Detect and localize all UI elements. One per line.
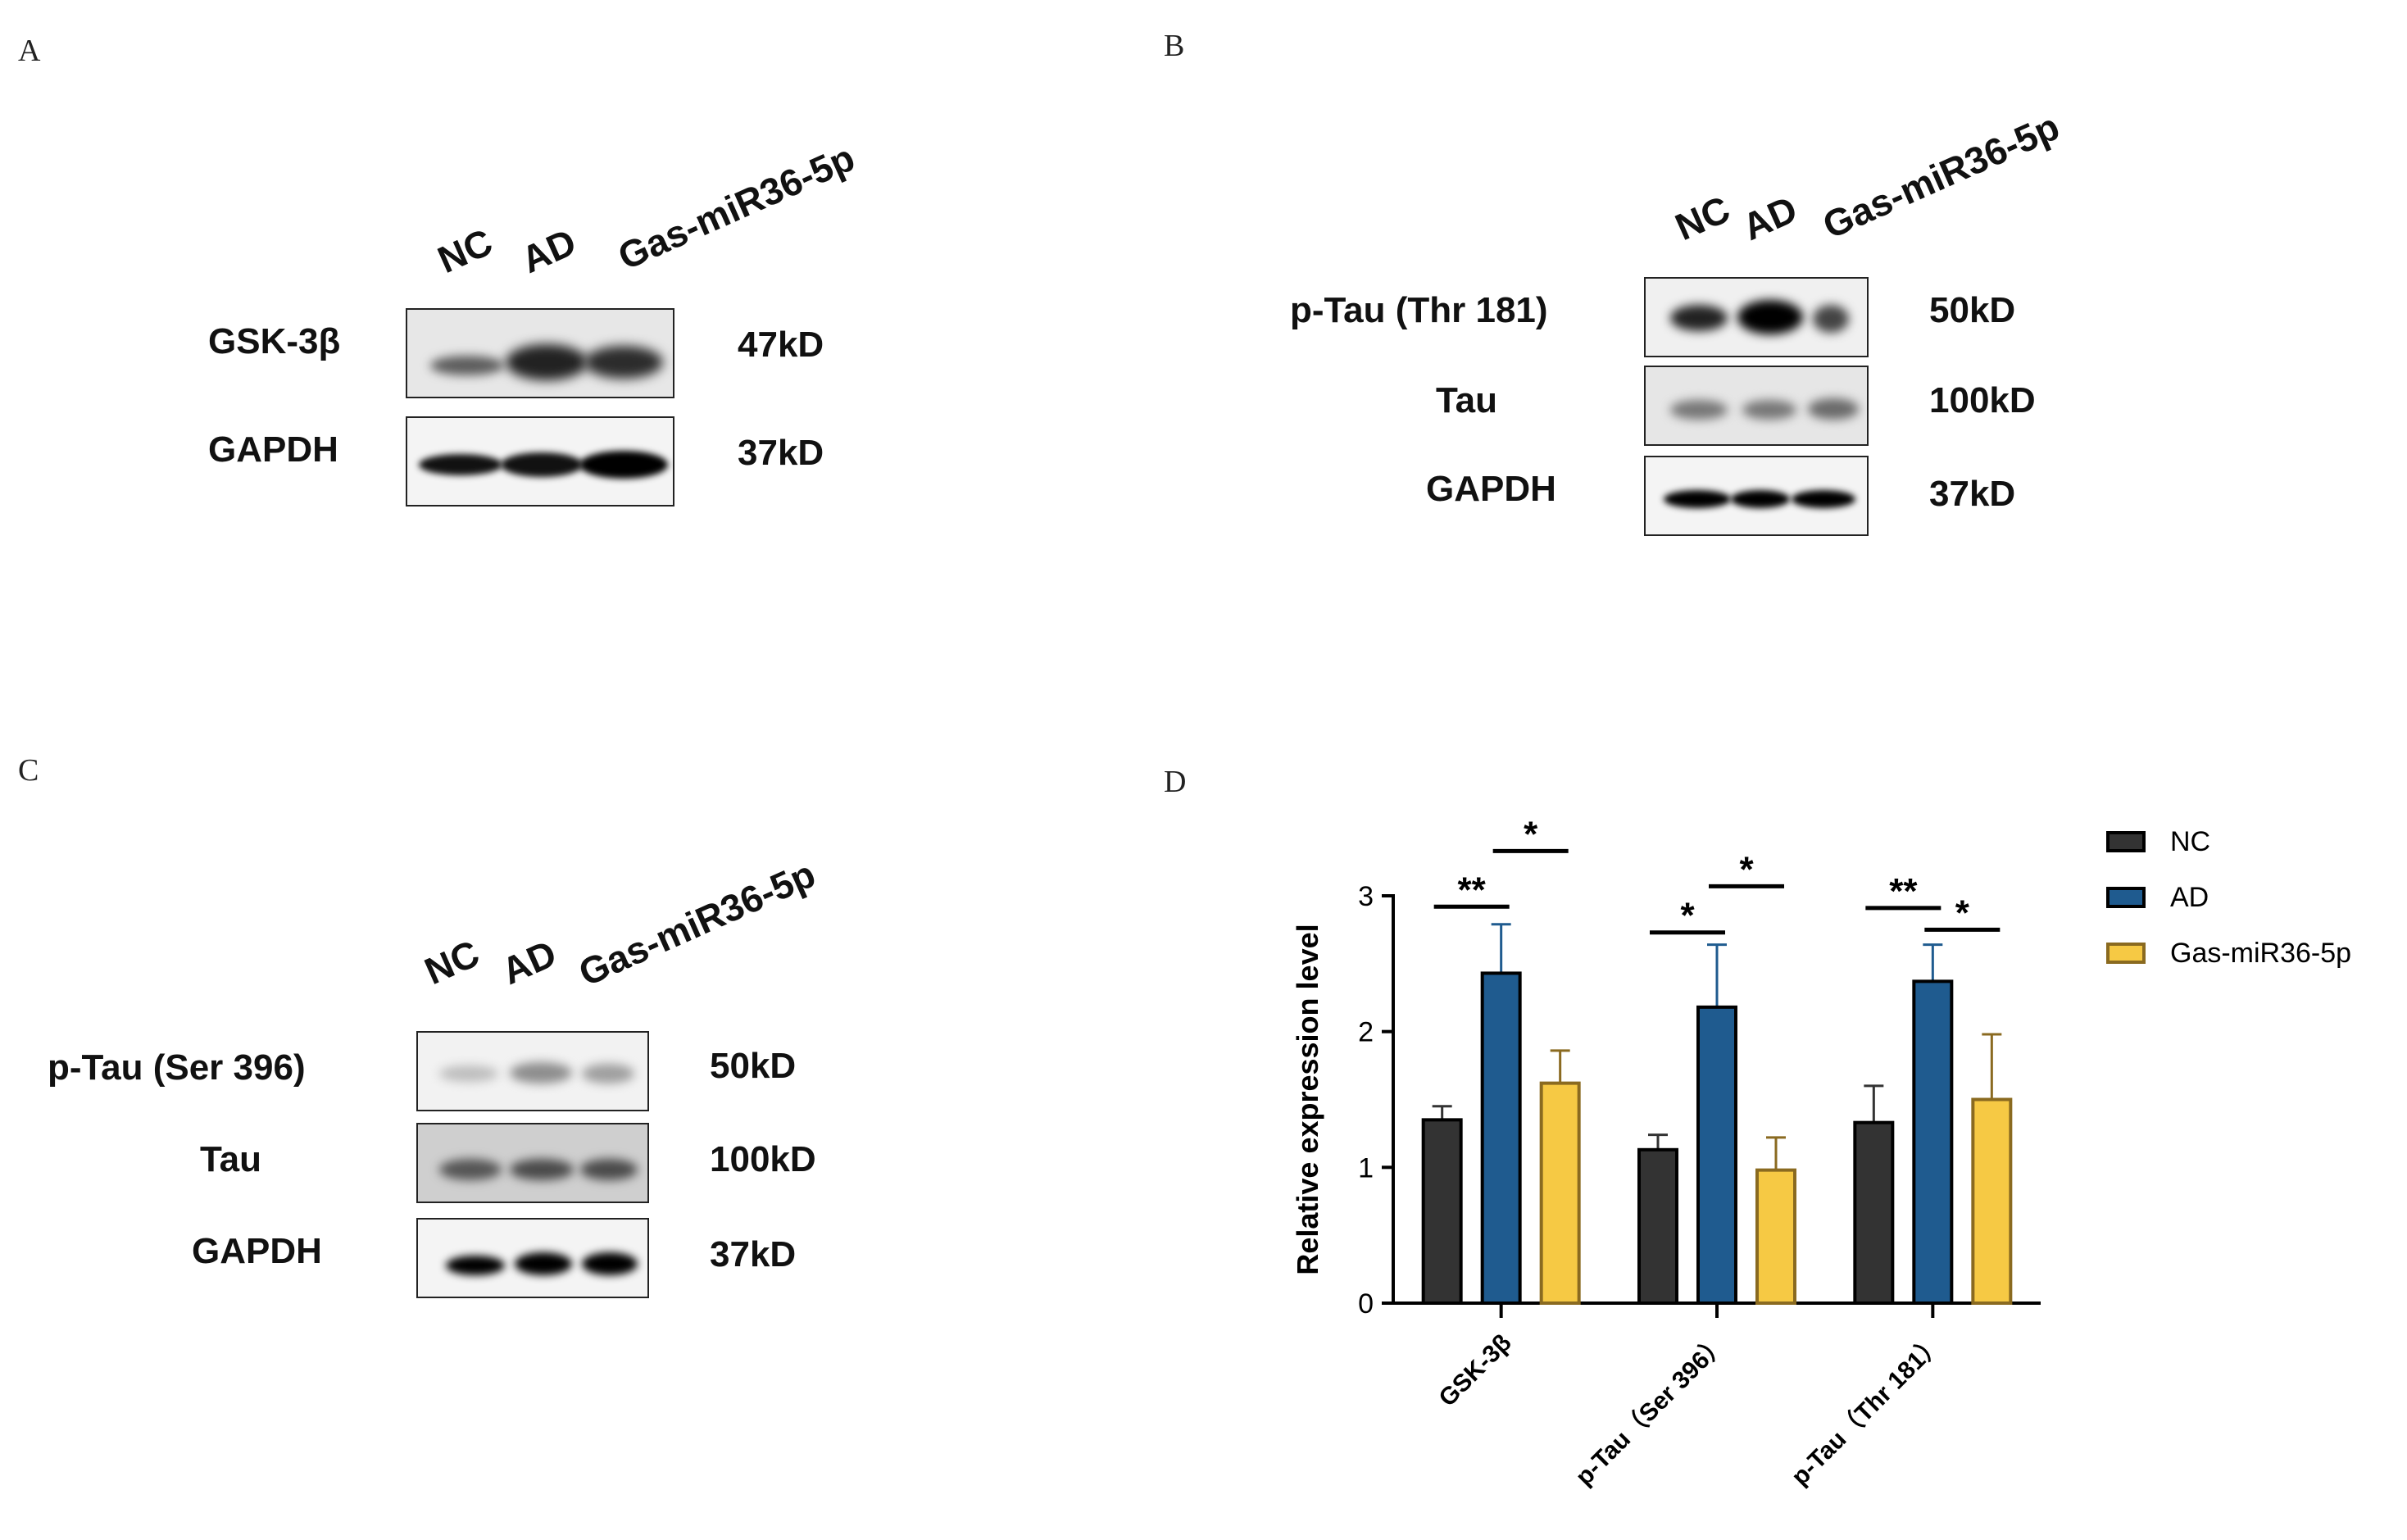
band xyxy=(1664,490,1731,508)
lane-label-ad: AD xyxy=(1736,187,1804,249)
band xyxy=(1808,398,1859,420)
significance-label: * xyxy=(1680,896,1695,936)
blot-label-ptau-thr181: p-Tau (Thr 181) xyxy=(1290,290,1548,330)
blot-label-gapdh: GAPDH xyxy=(1426,469,1556,509)
blot-label-gsk3b: GSK-3β xyxy=(208,321,341,361)
x-tick-label: p-Tau（Thr 181） xyxy=(1786,1329,1948,1491)
lane-label-ad: AD xyxy=(515,220,583,282)
band xyxy=(515,1252,572,1275)
lane-label-nc: NC xyxy=(1669,187,1737,249)
band xyxy=(1731,490,1790,508)
y-tick-label: 2 xyxy=(1358,1017,1374,1048)
blot-label-tau: Tau xyxy=(1436,380,1497,420)
band xyxy=(580,1159,638,1180)
bar xyxy=(1421,1118,1463,1305)
bar-chart: 0 1 2 3 Relative expression level GSK-3β p-Tau… xyxy=(1291,814,2351,1491)
band xyxy=(579,451,668,479)
band xyxy=(1670,400,1728,420)
band xyxy=(1670,305,1728,331)
lane-label-ad: AD xyxy=(495,931,563,993)
blot-gapdh xyxy=(416,1218,649,1298)
blot-ptau-ser396 xyxy=(416,1031,649,1111)
lane-label-gas: Gas-miR36-5p xyxy=(572,852,822,995)
blot-gapdh xyxy=(406,416,674,507)
x-tick-label: p-Tau（Ser 396） xyxy=(1570,1329,1733,1491)
kd-label-ptau-ser396: 50kD xyxy=(710,1046,797,1086)
significance-label: * xyxy=(1524,814,1538,854)
legend-swatch xyxy=(2106,887,2146,908)
band xyxy=(1742,400,1796,420)
x-tick-label: GSK-3β xyxy=(1434,1329,1517,1412)
lane-label-gas: Gas-miR36-5p xyxy=(611,135,861,279)
band xyxy=(1792,490,1855,508)
bar xyxy=(1755,1168,1796,1305)
blot-gsk3b xyxy=(406,308,674,398)
significance-label: ** xyxy=(1889,871,1918,911)
y-tick-label: 1 xyxy=(1358,1152,1374,1183)
blot-label-gapdh: GAPDH xyxy=(192,1231,322,1271)
legend-swatch xyxy=(2106,943,2146,964)
panel-letter-a: A xyxy=(18,34,41,68)
blot-label-tau: Tau xyxy=(200,1139,261,1179)
blot-ptau-thr181 xyxy=(1644,277,1869,357)
y-axis-label: Relative expression level xyxy=(1291,924,1324,1274)
y-tick-label: 0 xyxy=(1358,1288,1374,1320)
band xyxy=(501,452,583,477)
legend-label: Gas-miR36-5p xyxy=(2170,938,2351,969)
bar xyxy=(1853,1120,1895,1305)
bar xyxy=(1696,1005,1737,1305)
kd-label-gapdh: 37kD xyxy=(710,1234,797,1274)
kd-label-gapdh: 37kD xyxy=(1929,474,2016,514)
bar xyxy=(1480,971,1522,1305)
band xyxy=(439,1159,502,1180)
band xyxy=(506,344,588,380)
panel-letter-d: D xyxy=(1164,765,1187,799)
lane-label-nc: NC xyxy=(418,931,486,993)
blot-tau xyxy=(416,1123,649,1203)
blot-label-gapdh: GAPDH xyxy=(208,429,338,470)
legend-label: NC xyxy=(2170,826,2210,857)
blot-gapdh xyxy=(1644,456,1869,536)
lane-label-nc: NC xyxy=(431,220,499,282)
band xyxy=(1737,300,1803,334)
kd-label-tau: 100kD xyxy=(710,1139,816,1179)
legend-swatch xyxy=(2106,831,2146,852)
significance-label: * xyxy=(1955,893,1970,933)
bar xyxy=(1971,1097,2013,1305)
kd-label-ptau-thr181: 50kD xyxy=(1929,290,2016,330)
band xyxy=(510,1062,572,1083)
bar xyxy=(1539,1081,1581,1305)
significance-label: ** xyxy=(1458,870,1487,910)
kd-label-tau: 100kD xyxy=(1929,380,2036,420)
blot-label-ptau-ser396: p-Tau (Ser 396) xyxy=(48,1047,306,1088)
band xyxy=(419,454,502,475)
panel-letter-c: C xyxy=(18,753,39,788)
blot-tau xyxy=(1644,366,1869,446)
kd-label-gapdh: 37kD xyxy=(738,433,824,473)
band xyxy=(1813,305,1849,333)
y-tick-label: 3 xyxy=(1358,881,1374,912)
lane-label-gas: Gas-miR36-5p xyxy=(1816,104,2066,248)
legend-label: AD xyxy=(2170,882,2209,913)
band xyxy=(439,1065,498,1082)
band xyxy=(430,356,504,375)
bar xyxy=(1912,979,1954,1305)
band xyxy=(584,346,663,379)
band xyxy=(582,1252,638,1275)
significance-label: * xyxy=(1739,849,1754,889)
panel-letter-b: B xyxy=(1164,29,1185,63)
bar xyxy=(1637,1147,1678,1305)
kd-label-gsk3b: 47kD xyxy=(738,325,824,365)
band xyxy=(446,1256,505,1275)
band xyxy=(582,1064,634,1083)
band xyxy=(510,1159,574,1180)
